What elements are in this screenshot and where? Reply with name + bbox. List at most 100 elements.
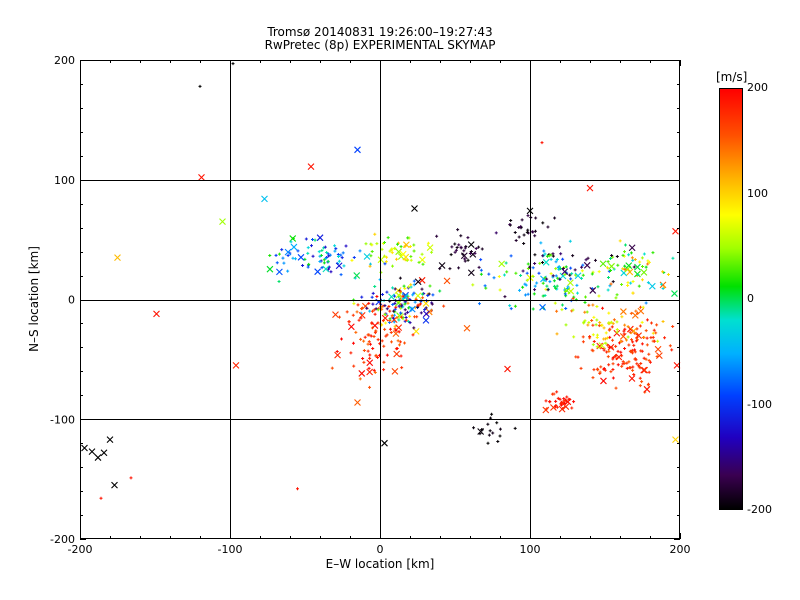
data-point-plus <box>533 229 537 233</box>
data-point-plus <box>318 254 322 258</box>
data-point-plus <box>426 293 430 297</box>
data-point-plus <box>548 280 552 284</box>
data-point-plus <box>382 360 386 364</box>
data-point-x <box>393 350 401 358</box>
data-point-plus <box>645 318 649 322</box>
data-point-plus <box>610 254 614 258</box>
data-point-x <box>290 243 298 251</box>
data-point-plus <box>293 257 297 261</box>
data-point-plus <box>553 216 557 220</box>
data-point-plus <box>280 248 284 252</box>
data-point-plus <box>282 261 286 265</box>
data-point-x <box>100 449 108 457</box>
data-point-plus <box>468 252 472 256</box>
data-point-x <box>334 351 341 359</box>
y-tick-label: -200 <box>50 533 75 546</box>
data-point-plus <box>547 254 551 258</box>
data-point-plus <box>540 141 544 145</box>
data-point-plus <box>570 272 574 276</box>
data-point-plus <box>590 319 594 323</box>
data-point-plus <box>631 368 635 372</box>
data-point-plus <box>382 368 386 372</box>
data-point-plus <box>398 340 402 344</box>
data-point-plus <box>357 318 361 322</box>
data-point-plus <box>355 310 359 314</box>
data-point-plus <box>411 333 415 337</box>
data-point-plus <box>472 426 476 430</box>
data-point-plus <box>560 303 564 307</box>
data-point-plus <box>569 277 573 281</box>
data-point-plus <box>607 328 611 332</box>
data-point-plus <box>373 312 377 316</box>
data-point-plus <box>368 264 372 268</box>
data-point-plus <box>563 272 567 276</box>
data-point-plus <box>640 256 644 260</box>
data-point-plus <box>612 318 616 322</box>
data-point-plus <box>412 249 416 253</box>
data-point-plus <box>631 365 635 369</box>
data-point-plus <box>521 285 525 289</box>
data-point-plus <box>662 285 666 289</box>
data-point-plus <box>609 370 613 374</box>
data-point-plus <box>431 293 435 297</box>
data-point-plus <box>391 316 395 320</box>
data-point-plus <box>574 355 578 359</box>
chart-title: Tromsø 20140831 19:26:00–19:27:43 <box>267 25 493 39</box>
data-point-x <box>586 184 594 192</box>
data-point-plus <box>347 320 351 324</box>
data-point-x <box>232 361 240 369</box>
data-point-plus <box>519 274 523 278</box>
data-point-plus <box>324 256 328 260</box>
data-point-x <box>631 312 639 319</box>
data-point-plus <box>646 383 650 387</box>
data-point-plus <box>503 295 507 299</box>
data-point-plus <box>555 332 559 336</box>
data-point-plus <box>399 315 403 319</box>
data-point-plus <box>198 84 202 88</box>
data-point-plus <box>478 432 482 436</box>
data-point-plus <box>438 267 442 271</box>
data-point-plus <box>559 403 563 407</box>
data-point-plus <box>601 306 605 310</box>
data-point-plus <box>531 307 535 311</box>
data-point-plus <box>311 254 315 258</box>
data-point-plus <box>394 329 398 333</box>
data-point-plus <box>479 272 483 276</box>
data-point-plus <box>362 360 366 364</box>
data-point-plus <box>412 291 416 295</box>
data-point-plus <box>590 272 594 276</box>
data-point-plus <box>354 330 358 334</box>
colorbar-tick-label: -200 <box>747 503 772 516</box>
data-point-plus <box>635 362 639 366</box>
data-point-plus <box>361 357 365 361</box>
data-point-plus <box>365 306 369 310</box>
data-point-plus <box>453 250 457 254</box>
x-tick-label: 200 <box>670 543 691 556</box>
data-point-plus <box>509 254 513 258</box>
data-point-plus <box>639 362 643 366</box>
data-point-plus <box>326 267 330 271</box>
data-point-plus <box>329 270 333 274</box>
data-point-x <box>354 399 361 406</box>
data-point-plus <box>645 336 649 340</box>
data-point-plus <box>352 255 356 259</box>
data-point-plus <box>571 297 575 301</box>
data-point-plus <box>592 368 596 372</box>
data-point-plus <box>630 338 634 342</box>
data-point-plus <box>462 249 466 253</box>
data-point-plus <box>638 366 642 370</box>
data-point-plus <box>605 266 609 270</box>
data-point-plus <box>552 279 556 283</box>
data-point-x <box>381 314 389 322</box>
data-point-plus <box>517 288 521 292</box>
data-point-plus <box>553 405 557 409</box>
data-point-plus <box>508 304 512 308</box>
data-point-x <box>316 234 324 242</box>
data-point-plus <box>514 271 518 275</box>
data-point-plus <box>609 269 613 273</box>
data-point-plus <box>611 338 615 342</box>
data-point-plus <box>569 266 573 270</box>
data-point-plus <box>583 310 587 314</box>
data-point-plus <box>525 230 529 234</box>
data-point-plus <box>611 376 615 380</box>
